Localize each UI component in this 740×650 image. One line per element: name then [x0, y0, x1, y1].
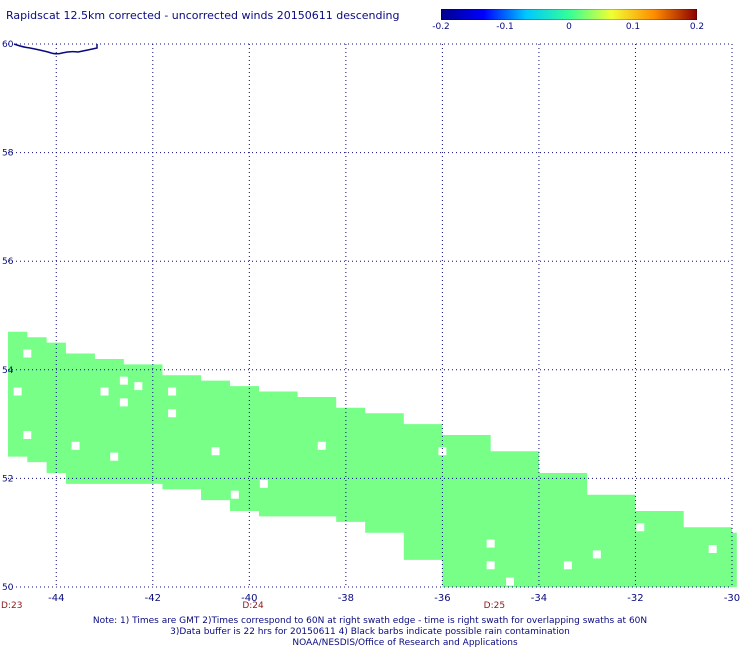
missing-data-cell: [134, 382, 143, 391]
x-tick-label: -44: [48, 593, 64, 604]
x-tick-label: -42: [145, 593, 161, 604]
note-line-3: NOAA/NESDIS/Office of Research and Appli…: [292, 638, 518, 648]
y-tick-label: 50: [2, 583, 14, 593]
missing-data-cell: [119, 376, 128, 385]
y-tick-label: 58: [2, 149, 14, 159]
x-tick-label: -34: [531, 593, 547, 604]
missing-data-cell: [708, 544, 717, 553]
y-tick-label: 60: [2, 40, 14, 50]
swath-area: [8, 331, 737, 587]
missing-data-cell: [13, 387, 22, 396]
map-title: Rapidscat 12.5km corrected - uncorrected…: [6, 9, 400, 22]
y-tick-label: 52: [2, 474, 13, 484]
missing-data-cell: [168, 409, 177, 418]
colorbar-tick-label: 0.1: [625, 22, 641, 32]
time-label: D:24: [242, 601, 264, 611]
note-line-2: 3)Data buffer is 22 hrs for 20150611 4) …: [170, 627, 570, 637]
missing-data-cell: [486, 561, 495, 570]
missing-data-cell: [23, 430, 32, 439]
missing-data-cell: [168, 387, 177, 396]
colorbar-gradient: [441, 9, 697, 20]
missing-data-cell: [100, 387, 109, 396]
missing-data-cell: [230, 490, 239, 499]
missing-data-cell: [592, 550, 601, 559]
colorbar-tick-label: 0: [566, 22, 572, 32]
missing-data-cell: [486, 539, 495, 548]
missing-data-cell: [505, 577, 514, 586]
note-line-1: Note: 1) Times are GMT 2)Times correspon…: [92, 616, 648, 626]
colorbar: [441, 9, 697, 20]
missing-data-cell: [317, 441, 326, 450]
missing-data-cell: [23, 349, 32, 358]
x-tick-label: -32: [627, 593, 643, 604]
x-tick-label: -30: [724, 593, 740, 604]
x-tick-label: -38: [338, 593, 354, 604]
time-label: D:23: [1, 601, 23, 611]
missing-data-cell: [211, 447, 220, 456]
time-label: D:25: [483, 601, 506, 611]
x-tick-label: -40: [241, 593, 257, 604]
colorbar-tick-label: 0.2: [689, 22, 705, 32]
missing-data-cell: [636, 523, 645, 532]
missing-data-cell: [119, 398, 128, 407]
y-tick-label: 56: [2, 257, 14, 267]
colorbar-tick-label: -0.1: [496, 22, 514, 32]
coastline: [13, 43, 98, 55]
x-tick-label: -36: [434, 593, 450, 604]
missing-data-cell: [563, 561, 572, 570]
missing-data-cell: [110, 452, 119, 461]
colorbar-tick-label: -0.2: [432, 22, 450, 32]
missing-data-cell: [259, 479, 268, 488]
missing-data-cell: [71, 441, 80, 450]
y-tick-label: 54: [2, 366, 14, 376]
missing-data-cell: [438, 447, 447, 456]
